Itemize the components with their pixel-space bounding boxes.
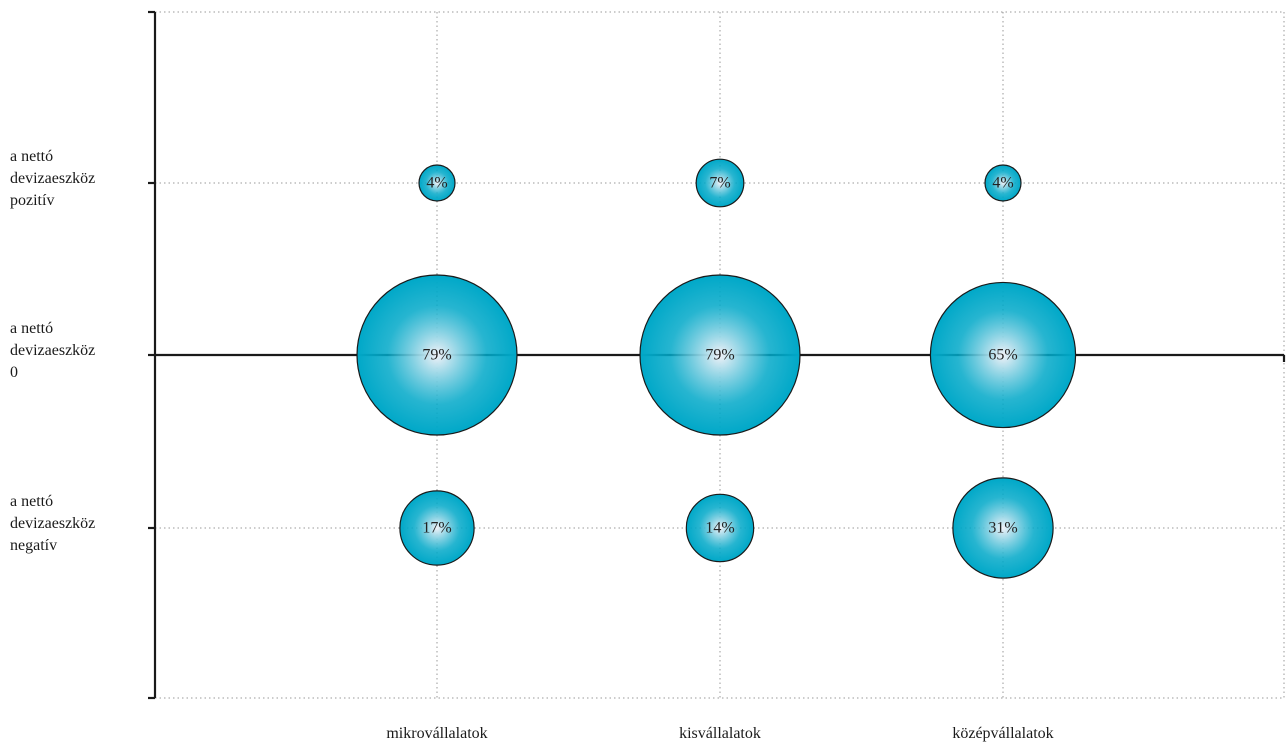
bubble-2-0 (399, 490, 475, 566)
bubble-value-label: 7% (709, 175, 730, 192)
y-tick-label-line: a nettó (10, 493, 53, 510)
y-tick-label-line: devizaeszköz (10, 342, 95, 359)
bubble-value-label: 79% (422, 347, 451, 364)
bubble-value-label: 79% (705, 347, 734, 364)
bubble-1-0 (356, 274, 518, 436)
bubble-1-1 (639, 274, 801, 436)
y-tick-label: a nettó devizaeszköz pozitív (10, 148, 95, 209)
bubble-0-2 (984, 164, 1022, 202)
bubble-0-0 (418, 164, 456, 202)
y-tick-label-line: pozitív (10, 192, 54, 209)
y-tick-label: a nettó devizaeszköz 0 (10, 320, 95, 381)
bubble-0-1 (695, 158, 745, 208)
y-tick-label-line: a nettó (10, 320, 53, 337)
x-tick-label: kisvállalatok (679, 725, 761, 742)
x-tick-label: középvállalatok (952, 725, 1053, 742)
y-tick-label-line: negatív (10, 537, 57, 554)
bubble-value-label: 31% (988, 520, 1017, 537)
y-tick-label-line: a nettó (10, 148, 53, 165)
x-tick-label: mikrovállalatok (386, 725, 487, 742)
bubble-value-label: 4% (992, 175, 1013, 192)
y-tick-label-line: devizaeszköz (10, 170, 95, 187)
y-tick-label: a nettó devizaeszköz negatív (10, 493, 95, 554)
bubble-value-label: 14% (705, 520, 734, 537)
y-tick-label-line: devizaeszköz (10, 515, 95, 532)
bubble-2-1 (685, 493, 755, 563)
bubble-value-label: 4% (426, 175, 447, 192)
axis-labels: mikrovállalatok kisvállalatok középvállala… (10, 148, 1054, 742)
bubble-1-2 (929, 281, 1077, 429)
bubble-value-label: 17% (422, 520, 451, 537)
y-tick-label-line: 0 (10, 364, 18, 381)
bubble-value-label: 65% (988, 347, 1017, 364)
bubble-2-2 (952, 477, 1054, 579)
bubbles: 4% 7% 4% 79% 79% 65% 17% 14% 31% (356, 158, 1077, 579)
